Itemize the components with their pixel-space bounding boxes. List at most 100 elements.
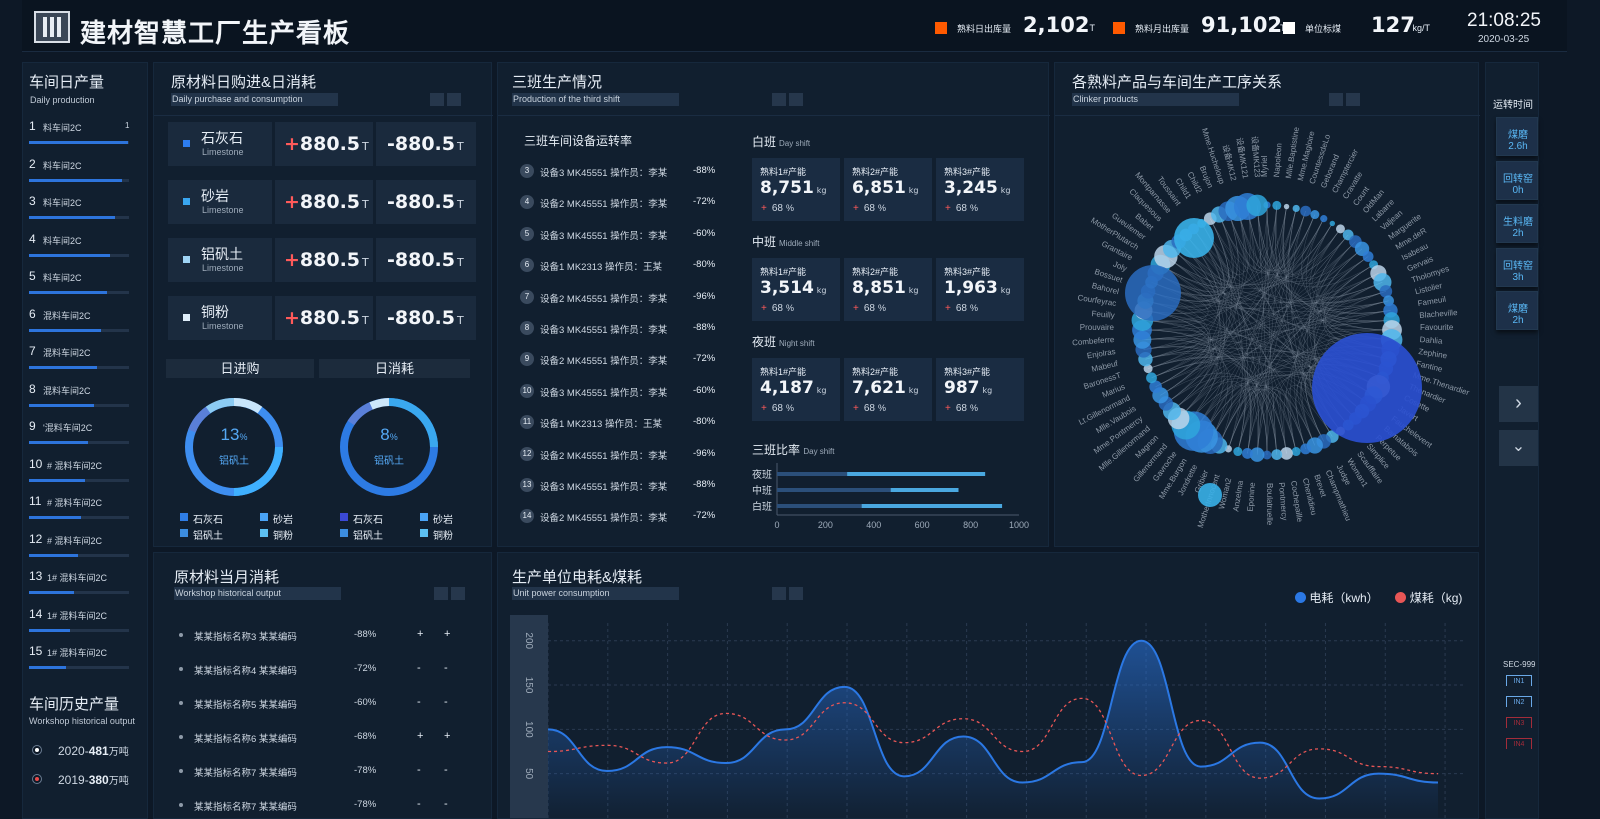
runtime-name: 回转窑 xyxy=(1503,173,1533,185)
monthly-a: - xyxy=(417,764,421,776)
equip-title: 三班车间设备运转率 xyxy=(524,134,633,148)
workshop-bar xyxy=(29,403,94,407)
energy-btn-2[interactable] xyxy=(789,587,803,600)
workshop-subtitle: Daily production xyxy=(30,95,95,105)
shift-heading: 白班 Day shift xyxy=(752,135,811,149)
raw-name: 铜粉 xyxy=(201,304,229,320)
workshop-name: 料车间2C xyxy=(43,198,82,208)
equip-num-badge: 8 xyxy=(520,321,534,335)
next-button[interactable]: › xyxy=(1499,386,1538,422)
energy-legend: 电耗（kwh） 煤耗（kg) xyxy=(1295,589,1462,606)
runtime-value: 2h xyxy=(1512,315,1524,326)
monthly-dot-icon xyxy=(179,769,183,773)
legend-label: 铝矾土 xyxy=(193,531,223,542)
runtime-item[interactable]: 煤磨 2.6h xyxy=(1496,117,1538,156)
legend-swatch xyxy=(340,529,348,537)
workshop-rank: 1 xyxy=(29,119,36,133)
legend-swatch xyxy=(420,529,428,537)
energy-btn-1[interactable] xyxy=(772,587,786,600)
workshop-bar xyxy=(29,591,75,594)
workshop-bar xyxy=(29,291,107,294)
clinker-divider xyxy=(1055,115,1480,116)
history-title: 车间历史产量 xyxy=(29,696,120,713)
workshop-bar xyxy=(29,328,102,332)
coal-line xyxy=(547,697,1439,779)
workshop-rank: 11 xyxy=(29,494,42,508)
clinker-btn-2[interactable] xyxy=(1346,93,1360,106)
monthly-a: - xyxy=(417,662,421,674)
history-dot-core xyxy=(35,748,39,752)
workshop-rank: 15 xyxy=(29,644,43,658)
equip-pct: -60% xyxy=(693,227,716,239)
card-value: 3,245 kg xyxy=(944,178,1011,198)
donut2-seg-3 xyxy=(347,402,373,426)
capacity-card: 熟料3#产能 987 kg +68% xyxy=(936,358,1024,421)
monthly-pct: -72% xyxy=(354,663,377,674)
clinker-btn-1[interactable] xyxy=(1329,93,1343,106)
monthly-dot-icon xyxy=(179,633,183,637)
legend-label: 砂岩 xyxy=(273,515,293,526)
graph-label: 设备MK123 xyxy=(1250,136,1263,179)
shift-btn-2[interactable] xyxy=(789,93,803,106)
stat-label-2: 单位标煤 xyxy=(1305,24,1342,34)
donut-1-pct: 13% xyxy=(220,425,248,444)
donut-chart-1 xyxy=(185,397,283,496)
equip-pct: -72% xyxy=(693,353,716,365)
graph-label: Joly xyxy=(1112,260,1129,274)
graph-label: Courfeyrac xyxy=(1077,293,1117,308)
monthly-btn-1[interactable] xyxy=(434,587,448,600)
tab-daily-in[interactable]: 日进购 xyxy=(166,359,314,378)
workshop-name: 料车间2C xyxy=(43,235,82,246)
history-row: 2020-481万吨 xyxy=(58,743,129,758)
donut2-seg-2 xyxy=(369,398,390,410)
raw-title: 原材料日购进&日消耗 xyxy=(171,74,317,91)
monthly-name: 某某指标名称3 某某编码 xyxy=(194,632,297,643)
monthly-b: - xyxy=(444,798,448,810)
stat-value-1: 91,102 xyxy=(1201,13,1283,37)
raw-in-value: +880.5 T xyxy=(284,191,369,213)
runtime-item[interactable]: 生料磨 2h xyxy=(1496,204,1538,243)
equip-num-badge: 4 xyxy=(520,195,534,210)
donut-seg-2 xyxy=(205,397,235,414)
runtime-value: 3h xyxy=(1512,271,1524,283)
legend-label: 铜粉 xyxy=(433,531,453,542)
down-button[interactable]: ⌄ xyxy=(1499,430,1538,466)
shift-panel: 三班生产情况 Production of the third shift 三班车… xyxy=(497,62,1050,547)
donut-seg-4 xyxy=(233,446,283,496)
equip-text: 设备2 MK45551 操作员：李某 xyxy=(540,450,668,462)
runtime-value: 0h xyxy=(1512,184,1524,196)
graph-label: Fameuil xyxy=(1417,295,1447,308)
raw-row-out-bg xyxy=(376,296,476,340)
raw-btn-1[interactable] xyxy=(430,93,444,106)
equip-pct: -88% xyxy=(693,322,716,333)
shift-divider xyxy=(498,115,1050,116)
graph-node xyxy=(1246,194,1268,217)
workshop-rank: 6 xyxy=(29,306,36,321)
shift-btn-1[interactable] xyxy=(772,93,786,106)
clock-date: 2020-03-25 xyxy=(1478,34,1530,45)
graph-node xyxy=(1283,203,1290,210)
workshop-bar xyxy=(29,553,78,557)
capacity-card: 熟料2#产能 8,851 kg +68% xyxy=(844,258,932,321)
workshop-bar xyxy=(29,441,89,444)
graph-label: Dahlia xyxy=(1419,335,1443,346)
card-value: 8,851 kg xyxy=(852,278,919,298)
workshop-bar xyxy=(29,216,116,219)
monthly-btn-2[interactable] xyxy=(451,587,465,600)
graph-label: Myriel xyxy=(1260,155,1269,177)
shift-subtitle: Production of the third shift xyxy=(512,93,679,106)
runtime-item[interactable]: 回转窑 3h xyxy=(1496,247,1538,287)
monthly-name: 某某指标名称5 某某编码 xyxy=(194,700,297,711)
clinker-panel: 各熟料产品与车间生产工序关系 Clinker products Myriel Na… xyxy=(1054,62,1480,547)
stat-label-0: 熟料日出库量 xyxy=(957,24,1012,34)
workshop-rank: 12 xyxy=(29,531,43,546)
equip-text: 设备3 MK45551 操作员：李某 xyxy=(540,325,668,336)
in-indicator: IN4 xyxy=(1506,738,1532,749)
runtime-item[interactable]: 回转窑 0h xyxy=(1496,160,1538,200)
graph-node xyxy=(1300,205,1312,217)
tab-daily-out[interactable]: 日消耗 xyxy=(319,359,470,378)
runtime-item[interactable]: 煤磨 2h xyxy=(1496,291,1538,330)
raw-btn-2[interactable] xyxy=(447,93,461,106)
relation-graph: Myriel Napoleon Mlle.BaptistineMme.Magloir… xyxy=(1072,126,1471,529)
history-year: 2020- xyxy=(58,744,89,758)
